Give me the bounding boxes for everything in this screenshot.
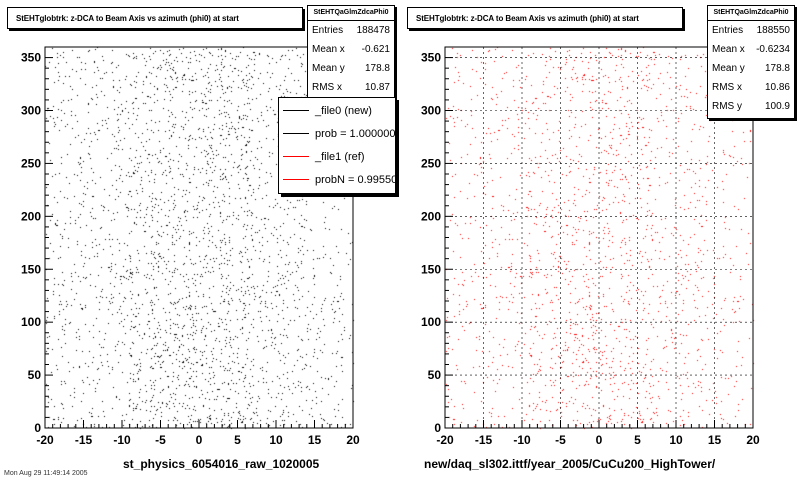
right-stats-rms-x: RMS x 10.86 [712,82,790,93]
x-tick-label: 5 [234,433,241,447]
legend-entry-file0: _file0 (new) [279,99,395,122]
left-stats-rms-x: RMS x 10.87 [312,82,390,93]
y-tick-label: 200 [21,209,41,223]
x-tick-label: -5 [555,433,566,447]
right-stats-box: StEHTQaGlmZdcaPhi0 Entries 188550 Mean x-… [707,5,795,119]
left-stats-entries: Entries 188478 [312,25,390,36]
right-stats-mean-x: Mean x -0.6234 [712,44,790,55]
timestamp-note: Mon Aug 29 11:49:14 2005 [4,470,88,477]
x-tick-label: -15 [475,433,493,447]
legend-entry-file1: _file1 (ref) [279,145,395,168]
x-tick-label: 10 [669,433,683,447]
right-stats-name: StEHTQaGlmZdcaPhi0 [708,6,794,21]
y-tick-label: 350 [21,51,41,65]
y-tick-label: 200 [421,209,441,223]
y-tick-label: 300 [421,104,441,118]
y-tick-label: 250 [21,156,41,170]
left-stats-name: StEHTQaGlmZdcaPhi0 [308,6,394,21]
right-x-label: new/daq_sl302.ittf/year_2005/CuCu200_Hig… [424,457,716,471]
x-tick-label: -10 [513,433,531,447]
x-tick-label: -15 [75,433,93,447]
y-tick-label: 250 [421,156,441,170]
x-tick-label: -10 [113,433,131,447]
left-stats-mean-y: Mean y 178.8 [312,63,390,74]
left-plot-title: StEHTglobtrk: z-DCA to Beam Axis vs azim… [7,7,303,29]
legend-line-probn [283,179,309,180]
legend-entry-prob: prob = 1.000000 [279,122,395,145]
left-plot-title-text: StEHTglobtrk: z-DCA to Beam Axis vs azim… [16,13,239,23]
x-tick-label: -5 [155,433,166,447]
left-stats-mean-x: Mean x -0.621 [312,44,390,55]
x-tick-label: 5 [634,433,641,447]
x-tick-label: 0 [596,433,603,447]
right-stats-entries: Entries 188550 [712,25,790,36]
right-plot-title-text: StEHTglobtrk: z-DCA to Beam Axis vs azim… [416,13,639,23]
y-tick-label: 100 [21,315,41,329]
x-tick-label: 20 [346,433,360,447]
y-tick-label: 150 [21,262,41,276]
x-tick-label: 10 [269,433,283,447]
x-tick-label: -20 [36,433,54,447]
legend-line-file1 [283,156,309,157]
right-stats-mean-y: Mean y 178.8 [712,63,790,74]
x-tick-label: -20 [436,433,454,447]
legend-line-file0 [283,110,309,111]
x-tick-label: 15 [708,433,722,447]
x-tick-label: 15 [308,433,322,447]
y-tick-label: 300 [21,104,41,118]
y-tick-label: 50 [28,368,42,382]
y-tick-label: 150 [421,262,441,276]
y-tick-label: 0 [434,421,441,435]
left-stats-box: StEHTQaGlmZdcaPhi0 Entries 188478 Mean x-… [307,5,395,101]
legend-entry-probn: probN = 0.995505 [279,168,395,191]
left-x-label: st_physics_6054016_raw_1020005 [123,457,320,471]
y-tick-label: 50 [428,368,442,382]
legend: _file0 (new) prob = 1.000000 _file1 (ref… [278,97,396,194]
legend-line-prob [283,133,309,134]
y-tick-label: 100 [421,315,441,329]
y-tick-label: 0 [34,421,41,435]
y-tick-label: 350 [421,51,441,65]
right-plot-title: StEHTglobtrk: z-DCA to Beam Axis vs azim… [407,7,683,29]
right-stats-rms-y: RMS y 100.9 [712,101,790,112]
x-tick-label: 20 [746,433,760,447]
x-tick-label: 0 [196,433,203,447]
